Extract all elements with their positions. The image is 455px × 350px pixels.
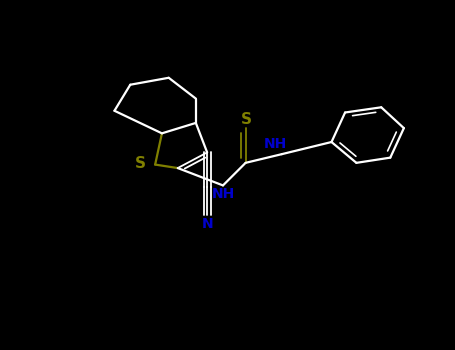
Text: N: N <box>202 217 214 231</box>
Text: NH: NH <box>263 138 287 152</box>
Text: NH: NH <box>212 187 235 201</box>
Text: S: S <box>241 112 252 127</box>
Text: S: S <box>135 156 146 172</box>
